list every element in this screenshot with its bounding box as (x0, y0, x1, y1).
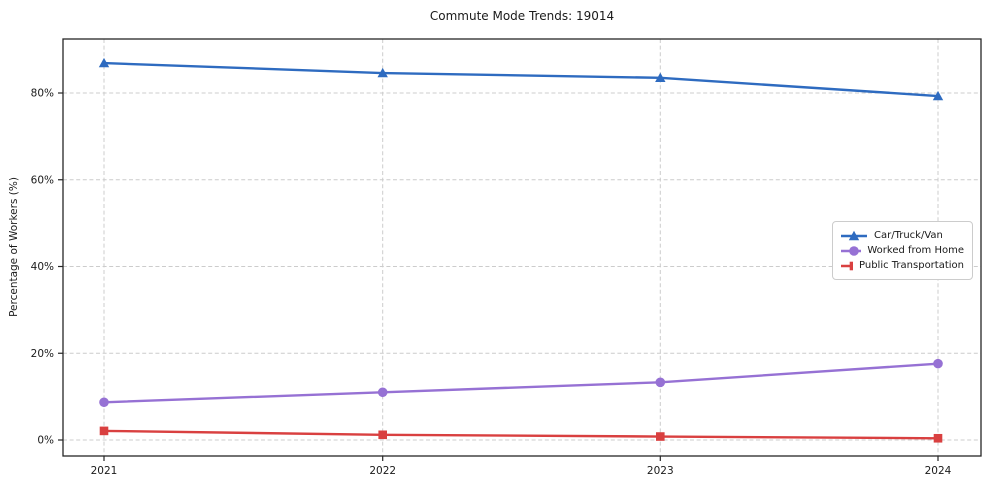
series-worked-from-home (99, 358, 943, 408)
legend-entry: Worked from Home (840, 243, 964, 258)
plot-frame (62, 38, 982, 457)
legend-label: Public Transportation (859, 260, 964, 271)
axis-ticks: 0% 20% 40% 60% 80% 2021 2022 2023 2024 (31, 88, 952, 478)
chart-legend: Car/Truck/Van Worked from Home Public Tran… (832, 221, 973, 280)
x-tick-label: 2021 (91, 465, 118, 477)
y-tick-label: 20% (31, 348, 54, 360)
x-tick-label: 2023 (647, 465, 674, 477)
y-tick-label: 60% (31, 174, 54, 186)
gridlines (63, 39, 981, 456)
series-car-truck-van (98, 57, 944, 101)
y-tick-label: 80% (31, 88, 54, 100)
legend-label: Car/Truck/Van (874, 230, 943, 241)
x-tick-label: 2024 (925, 465, 952, 477)
legend-entry: Car/Truck/Van (840, 228, 964, 243)
y-tick-label: 40% (31, 261, 54, 273)
legend-label: Worked from Home (867, 245, 964, 256)
circle-marker-icon (841, 245, 862, 256)
x-tick-label: 2022 (369, 465, 396, 477)
square-marker-icon (841, 261, 854, 270)
chart-title: Commute Mode Trends: 19014 (429, 9, 615, 23)
legend-entry: Public Transportation (840, 258, 964, 273)
triangle-marker-icon (841, 230, 867, 240)
y-tick-label: 0% (37, 435, 54, 447)
series-public-transportation (99, 426, 943, 443)
